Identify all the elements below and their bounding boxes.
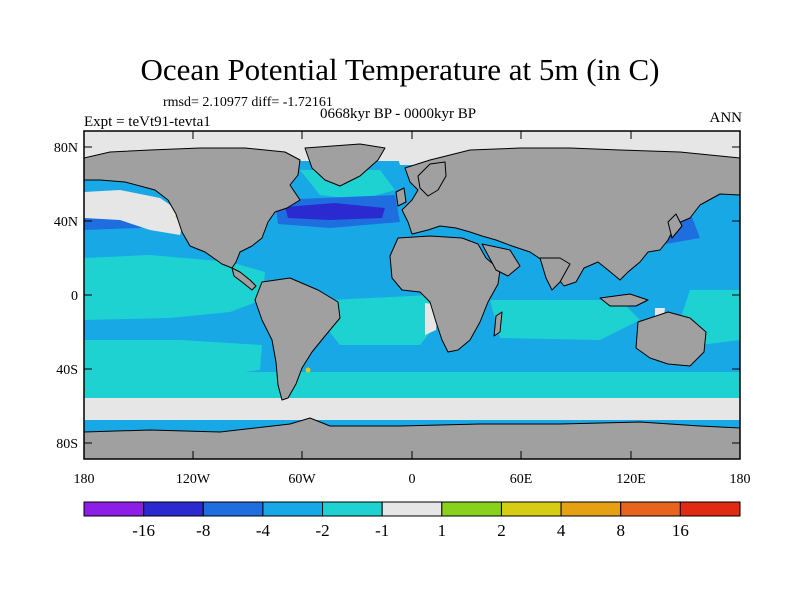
colorbar-label: -2 [315,521,329,540]
colorbar-label: 2 [497,521,506,540]
lon-tick-label: 0 [409,472,416,487]
lat-tick-label: 0 [71,289,78,304]
colorbar-swatch [441,501,502,517]
colorbar-swatch [620,501,681,517]
colorbar-swatch [202,501,264,517]
lon-tick-label: 120E [616,472,646,487]
latitude-labels: 80N 40N 0 40S 80S [54,141,78,452]
longitude-labels: 180 120W 60W 0 60E 120E 180 [74,472,751,487]
map-title: Ocean Potential Temperature at 5m (in C) [140,52,660,87]
colorbar-swatch [560,501,622,517]
lon-tick-label: 120W [176,472,211,487]
lat-tick-label: 40S [56,363,78,378]
lon-tick-label: 60E [510,472,533,487]
experiment-label: Expt = teVt91-tevta1 [84,114,211,130]
map-area [84,131,740,459]
colorbar-label: 4 [557,521,566,540]
colorbar-label: -16 [132,521,155,540]
lat-tick-label: 80S [56,437,78,452]
land [84,143,740,459]
colorbar-swatch [381,501,443,517]
axis-ticks [83,131,741,459]
colorbar-label: -8 [196,521,210,540]
colorbar-label: 1 [438,521,447,540]
colorbar-label: -4 [256,521,271,540]
period-label: 0668kyr BP - 0000kyr BP [320,106,477,122]
anomaly-very-strong [285,203,385,220]
season-label: ANN [709,110,743,126]
colorbar-labels: -16 -8 -4 -2 -1 1 2 4 8 16 [132,521,689,540]
lon-tick-label: 180 [74,472,95,487]
lat-tick-label: 40N [54,215,78,230]
stats-line: rmsd= 2.10977 diff= -1.72161 [163,95,333,110]
lon-tick-label: 60W [288,472,316,487]
lat-tick-label: 80N [54,141,78,156]
colorbar-swatch [679,501,741,517]
colorbar-swatch [322,501,383,517]
colorbar-swatch [83,501,145,517]
colorbar-label: -1 [375,521,389,540]
colorbar-label: 8 [616,521,625,540]
colorbar [83,501,741,517]
colorbar-swatch [500,501,562,517]
colorbar-label: 16 [672,521,689,540]
colorbar-swatch [262,501,324,517]
lon-tick-label: 180 [730,472,751,487]
anomaly-moderate [84,170,740,398]
colorbar-swatch [143,501,204,517]
